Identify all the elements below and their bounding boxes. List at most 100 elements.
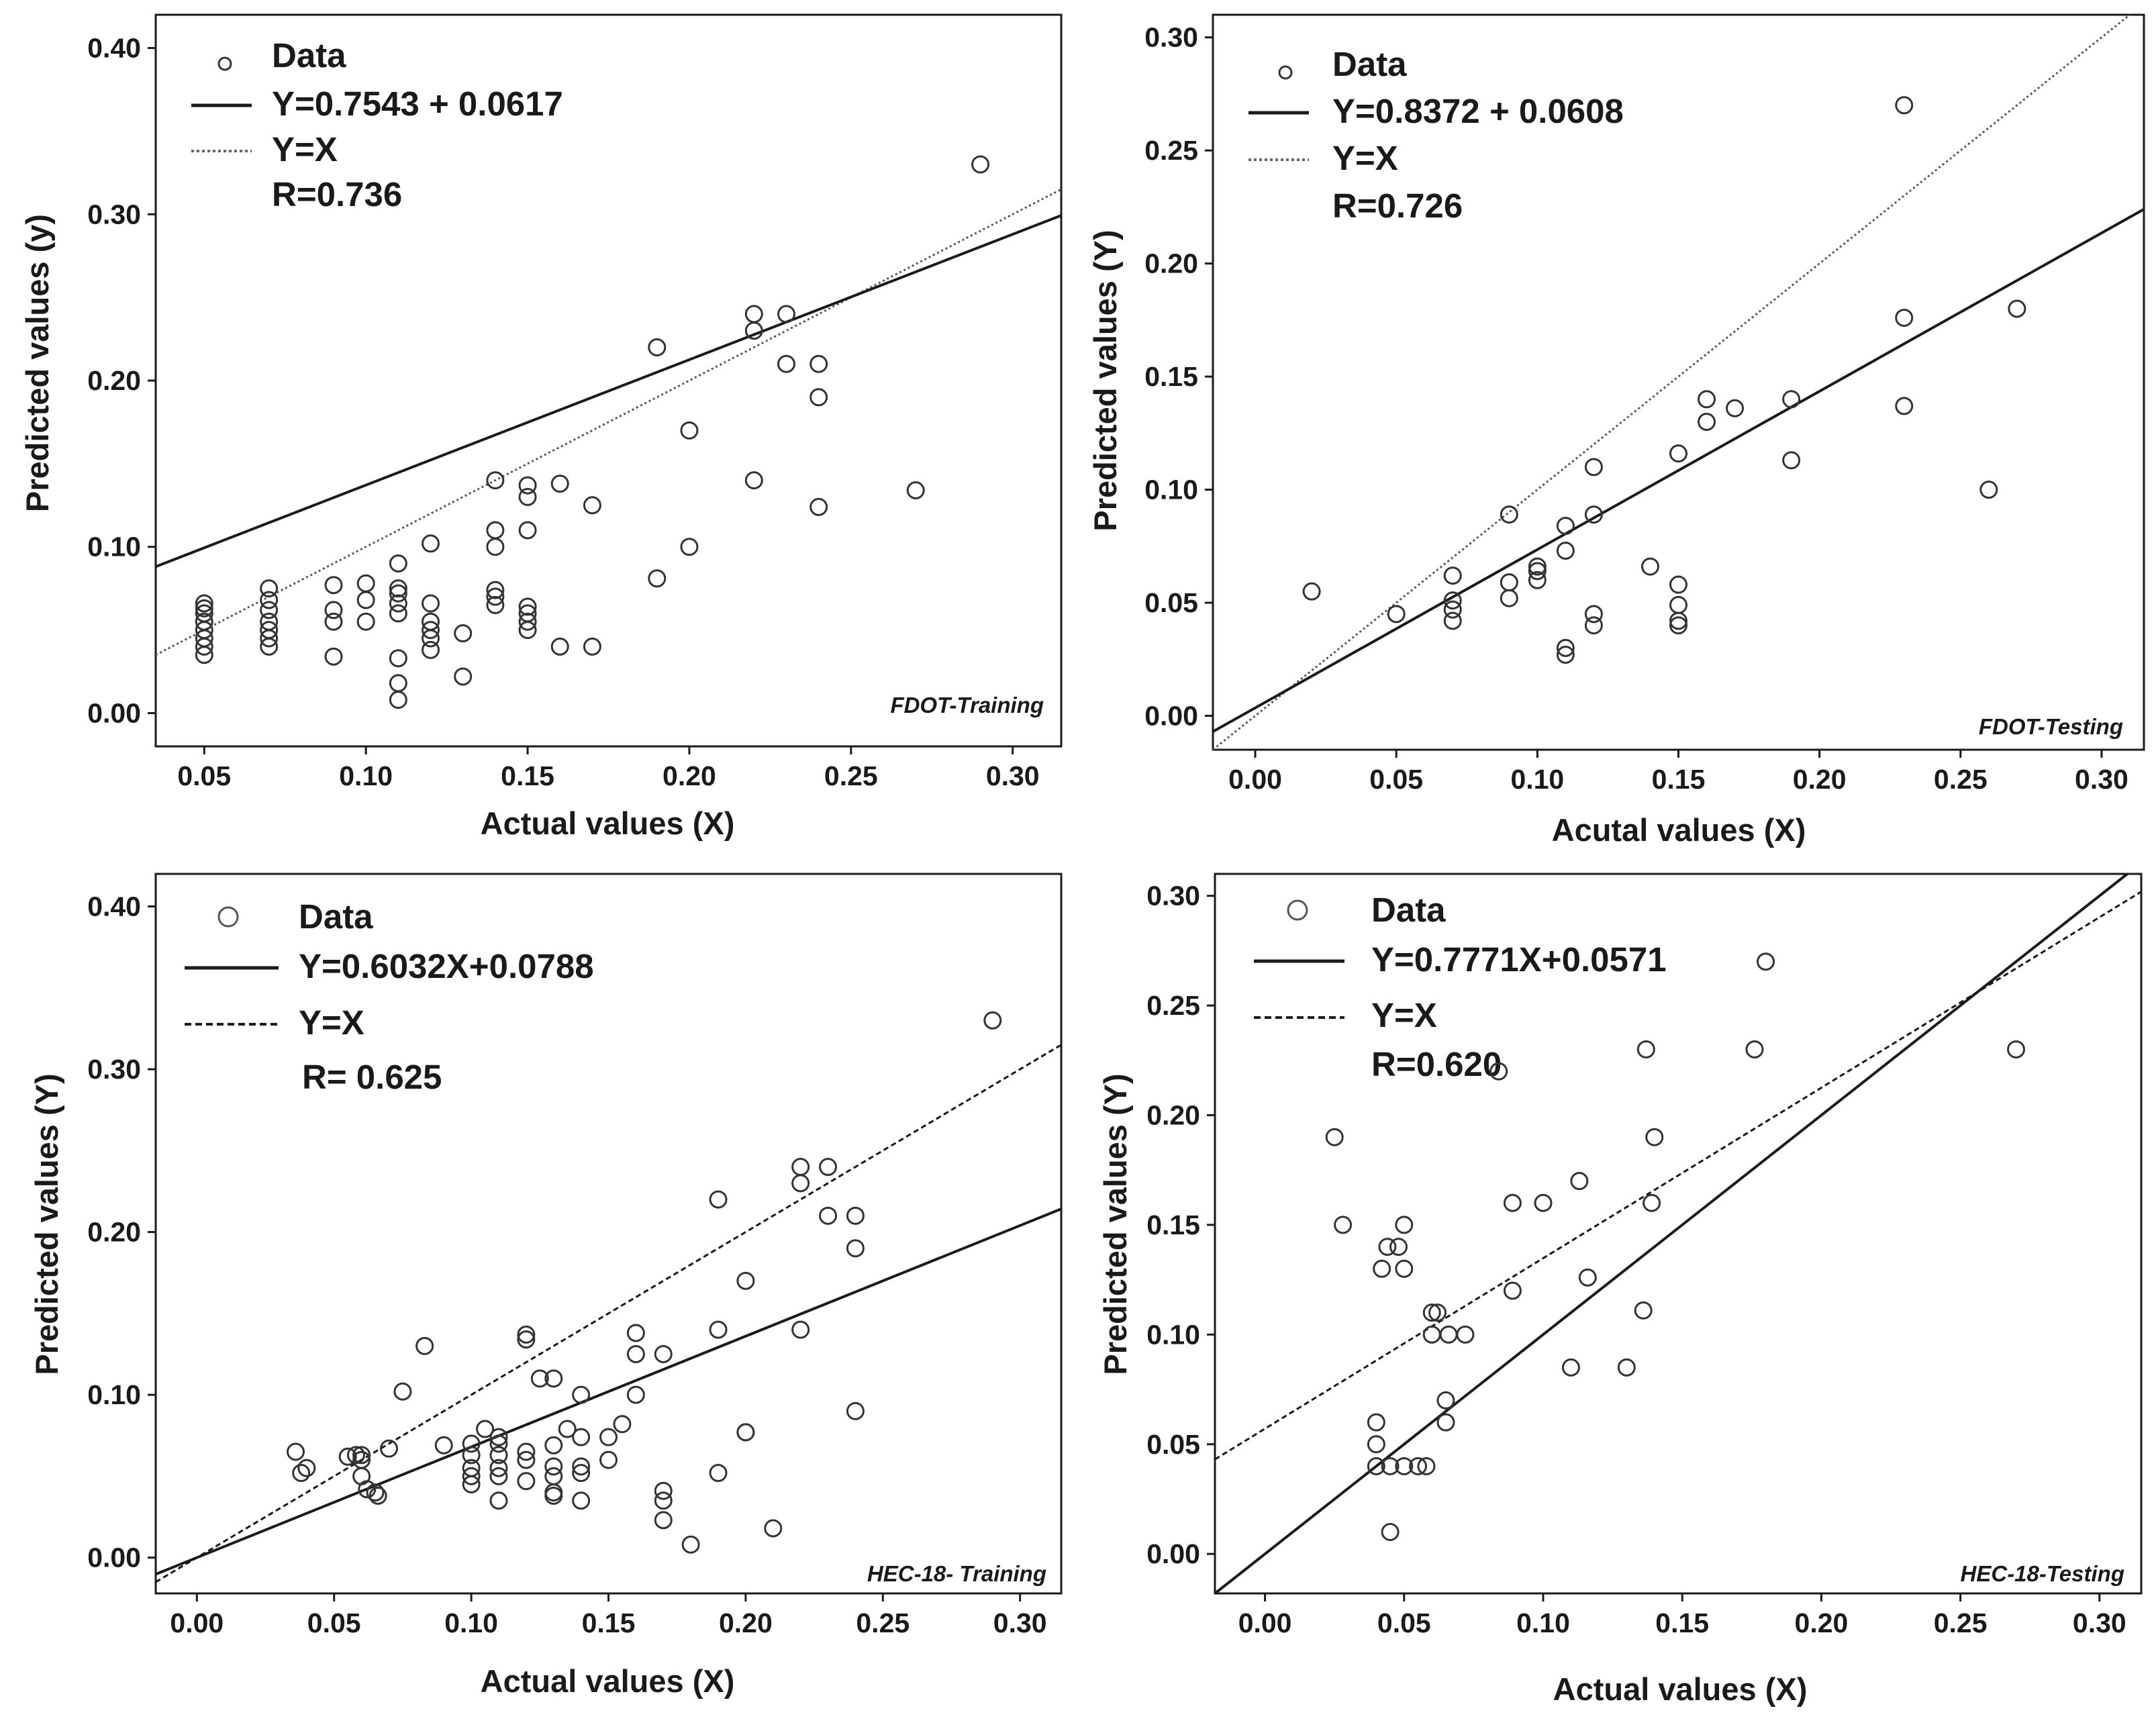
legend: Data Y=0.7543 + 0.0617 Y=X R=0.736 xyxy=(191,36,563,213)
data-point xyxy=(626,1344,645,1363)
data-point xyxy=(346,1446,365,1465)
data-point xyxy=(1500,573,1518,592)
data-point xyxy=(736,1423,755,1442)
data-point xyxy=(654,1511,673,1530)
data-point xyxy=(583,496,601,515)
data-point xyxy=(1428,1303,1447,1322)
data-point xyxy=(489,1491,508,1510)
data-point xyxy=(626,1324,645,1342)
y-tick-label: 0.25 xyxy=(1146,990,1200,1021)
x-tick-label: 0.00 xyxy=(1238,1608,1292,1638)
x-tick-label: 0.15 xyxy=(501,760,554,791)
data-point xyxy=(389,674,407,693)
x-tick-label: 0.20 xyxy=(1795,1608,1849,1638)
legend-ref-label: Y=X xyxy=(1371,996,1437,1034)
y-tick-label: 0.10 xyxy=(1144,475,1198,505)
data-point xyxy=(1757,952,1775,971)
data-point xyxy=(583,637,601,656)
y-tick-label: 0.30 xyxy=(1146,881,1200,911)
legend-r-label: R=0.620 xyxy=(1371,1045,1502,1083)
data-point xyxy=(1395,1216,1414,1234)
data-point xyxy=(1409,1456,1428,1475)
data-point xyxy=(1698,390,1716,409)
data-point xyxy=(415,1336,434,1355)
data-point xyxy=(352,1446,371,1465)
data-point xyxy=(422,534,440,553)
data-point xyxy=(544,1369,563,1388)
data-point xyxy=(1645,1128,1664,1146)
data-point xyxy=(810,497,828,516)
data-point xyxy=(1584,605,1603,624)
data-point xyxy=(324,576,343,595)
data-point xyxy=(1782,451,1801,470)
data-point xyxy=(489,1467,508,1485)
data-point xyxy=(195,604,213,623)
data-point xyxy=(1436,1391,1455,1410)
data-point xyxy=(292,1464,311,1483)
data-point xyxy=(195,594,213,613)
data-point xyxy=(1422,1303,1441,1322)
y-tick-label: 0.40 xyxy=(87,33,141,64)
legend: Data Y=0.8372 + 0.0608 Y=X R=0.726 xyxy=(1248,45,1624,225)
data-point xyxy=(260,612,279,631)
data-point xyxy=(550,637,569,656)
y-tick-label: 0.20 xyxy=(87,365,141,396)
data-point xyxy=(1443,600,1462,619)
data-point xyxy=(1534,1193,1553,1212)
data-point xyxy=(1302,582,1321,601)
y-tick-label: 0.10 xyxy=(87,532,141,562)
x-tick-label: 0.25 xyxy=(1934,1608,1988,1638)
data-point xyxy=(846,1239,865,1258)
data-point xyxy=(1640,557,1659,576)
y-tick-label: 0.30 xyxy=(87,1054,141,1085)
data-point xyxy=(709,1320,728,1339)
data-point xyxy=(1561,1358,1580,1377)
data-point xyxy=(434,1436,453,1454)
data-point xyxy=(1387,605,1406,624)
y-tick-label: 0.00 xyxy=(1146,1538,1200,1569)
data-point xyxy=(681,1535,700,1554)
reference-line xyxy=(155,1044,1062,1583)
data-point xyxy=(777,354,795,373)
data-point xyxy=(393,1382,412,1401)
data-point xyxy=(736,1271,755,1290)
data-point xyxy=(1443,611,1462,630)
data-point xyxy=(777,305,795,324)
data-point xyxy=(626,1385,645,1404)
x-tick-label: 0.25 xyxy=(824,760,878,791)
data-point xyxy=(454,667,473,686)
data-point xyxy=(489,1428,508,1446)
x-tick-label: 0.15 xyxy=(582,1608,636,1638)
plot-frame xyxy=(1214,873,2143,1595)
data-point xyxy=(791,1320,810,1339)
panel-tag: FDOT-Testing xyxy=(1979,714,2123,739)
data-point xyxy=(324,601,343,620)
data-point xyxy=(558,1420,577,1438)
x-tick-label: 0.05 xyxy=(177,760,231,791)
x-tick-label: 0.20 xyxy=(1793,764,1847,795)
data-point xyxy=(1456,1325,1475,1344)
data-point xyxy=(1436,1413,1455,1432)
x-tick-label: 0.10 xyxy=(1510,764,1564,795)
x-tick-label: 0.30 xyxy=(986,760,1040,791)
data-point xyxy=(983,1011,1002,1030)
data-point xyxy=(906,481,925,499)
reference-line xyxy=(155,188,1062,656)
data-point xyxy=(572,1385,591,1404)
data-point xyxy=(1979,481,1998,499)
legend-r-label: R= 0.625 xyxy=(302,1058,442,1096)
data-point xyxy=(744,305,763,324)
data-point xyxy=(1669,575,1687,594)
legend-marker-icon xyxy=(217,906,239,928)
legend: Data Y=0.6032X+0.0788 Y=X R= 0.625 xyxy=(185,897,594,1096)
x-tick-label: 0.05 xyxy=(1377,1608,1431,1638)
data-point xyxy=(1584,616,1603,635)
chart-hec18-testing: Predicted values (Y) Actual values (X) H… xyxy=(1097,873,2143,1707)
data-point xyxy=(486,587,505,606)
data-point xyxy=(486,471,505,490)
data-point xyxy=(389,579,407,598)
y-tick-label: 0.15 xyxy=(1146,1209,1200,1240)
data-point xyxy=(1669,616,1687,635)
legend-fit-label: Y=0.7771X+0.0571 xyxy=(1371,940,1667,979)
data-point xyxy=(530,1369,549,1388)
